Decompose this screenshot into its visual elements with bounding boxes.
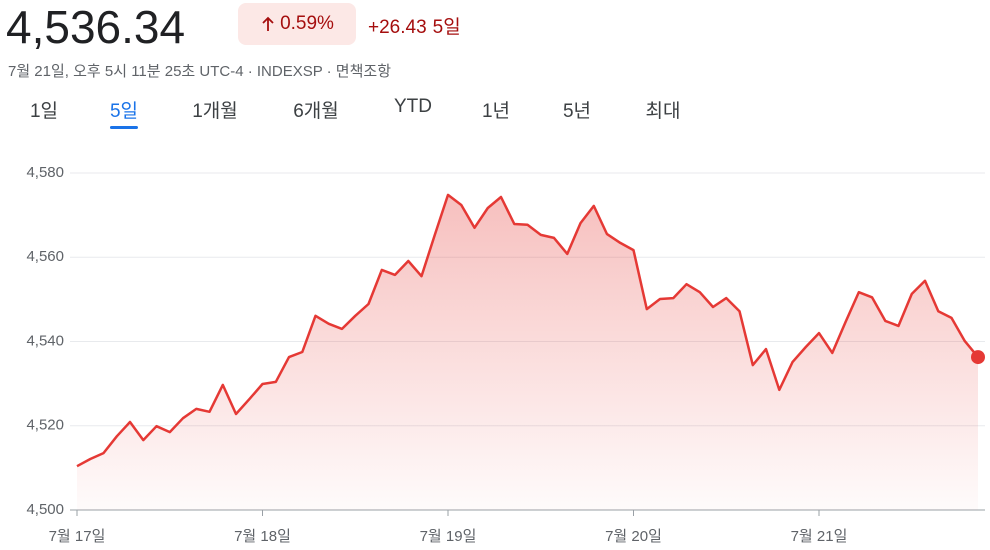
y-tick-label: 4,540 xyxy=(26,332,64,349)
area-fill xyxy=(77,194,978,510)
range-tab[interactable]: 1일 xyxy=(29,101,59,122)
y-tick-label: 4,560 xyxy=(26,248,64,265)
range-tab[interactable]: 1년 xyxy=(481,101,511,122)
y-tick-label: 4,520 xyxy=(26,417,64,434)
price-line xyxy=(76,193,979,468)
range-tab[interactable]: 5년 xyxy=(562,101,592,122)
last-point xyxy=(971,350,985,365)
period: 5일 xyxy=(432,17,461,38)
change-row: +26.43 5일 xyxy=(368,12,467,39)
x-tick-label: 7월 18일 xyxy=(234,528,291,545)
y-tick-label: 4,580 xyxy=(26,164,64,181)
range-tab[interactable]: 최대 xyxy=(645,101,681,122)
y-tick-label: 4,500 xyxy=(26,501,64,518)
x-tick-label: 7월 17일 xyxy=(49,528,106,545)
range-tab[interactable]: 6개월 xyxy=(293,101,339,122)
x-tick-label: 7월 20일 xyxy=(605,528,662,545)
range-tab[interactable]: 5일 xyxy=(109,96,139,129)
change: +26.43 xyxy=(368,17,427,38)
change-percent: 0.59% xyxy=(280,13,334,34)
range-tabs: 1일 5일 1개월 6개월 YTD 1년 5년 최대 xyxy=(0,96,720,132)
range-tab[interactable]: 1개월 xyxy=(192,101,238,122)
up-arrow xyxy=(262,16,274,31)
timestamp: 7월 21일, 오후 5시 11분 25초 UTC-4 · INDEXSP · … xyxy=(8,63,392,80)
price: 4,536.34 xyxy=(6,1,186,53)
x-tick-label: 7월 19일 xyxy=(420,528,477,545)
x-tick-label: 7월 21일 xyxy=(791,528,848,545)
range-tab[interactable]: YTD xyxy=(394,96,432,117)
change-badge: 0.59% xyxy=(238,3,356,45)
